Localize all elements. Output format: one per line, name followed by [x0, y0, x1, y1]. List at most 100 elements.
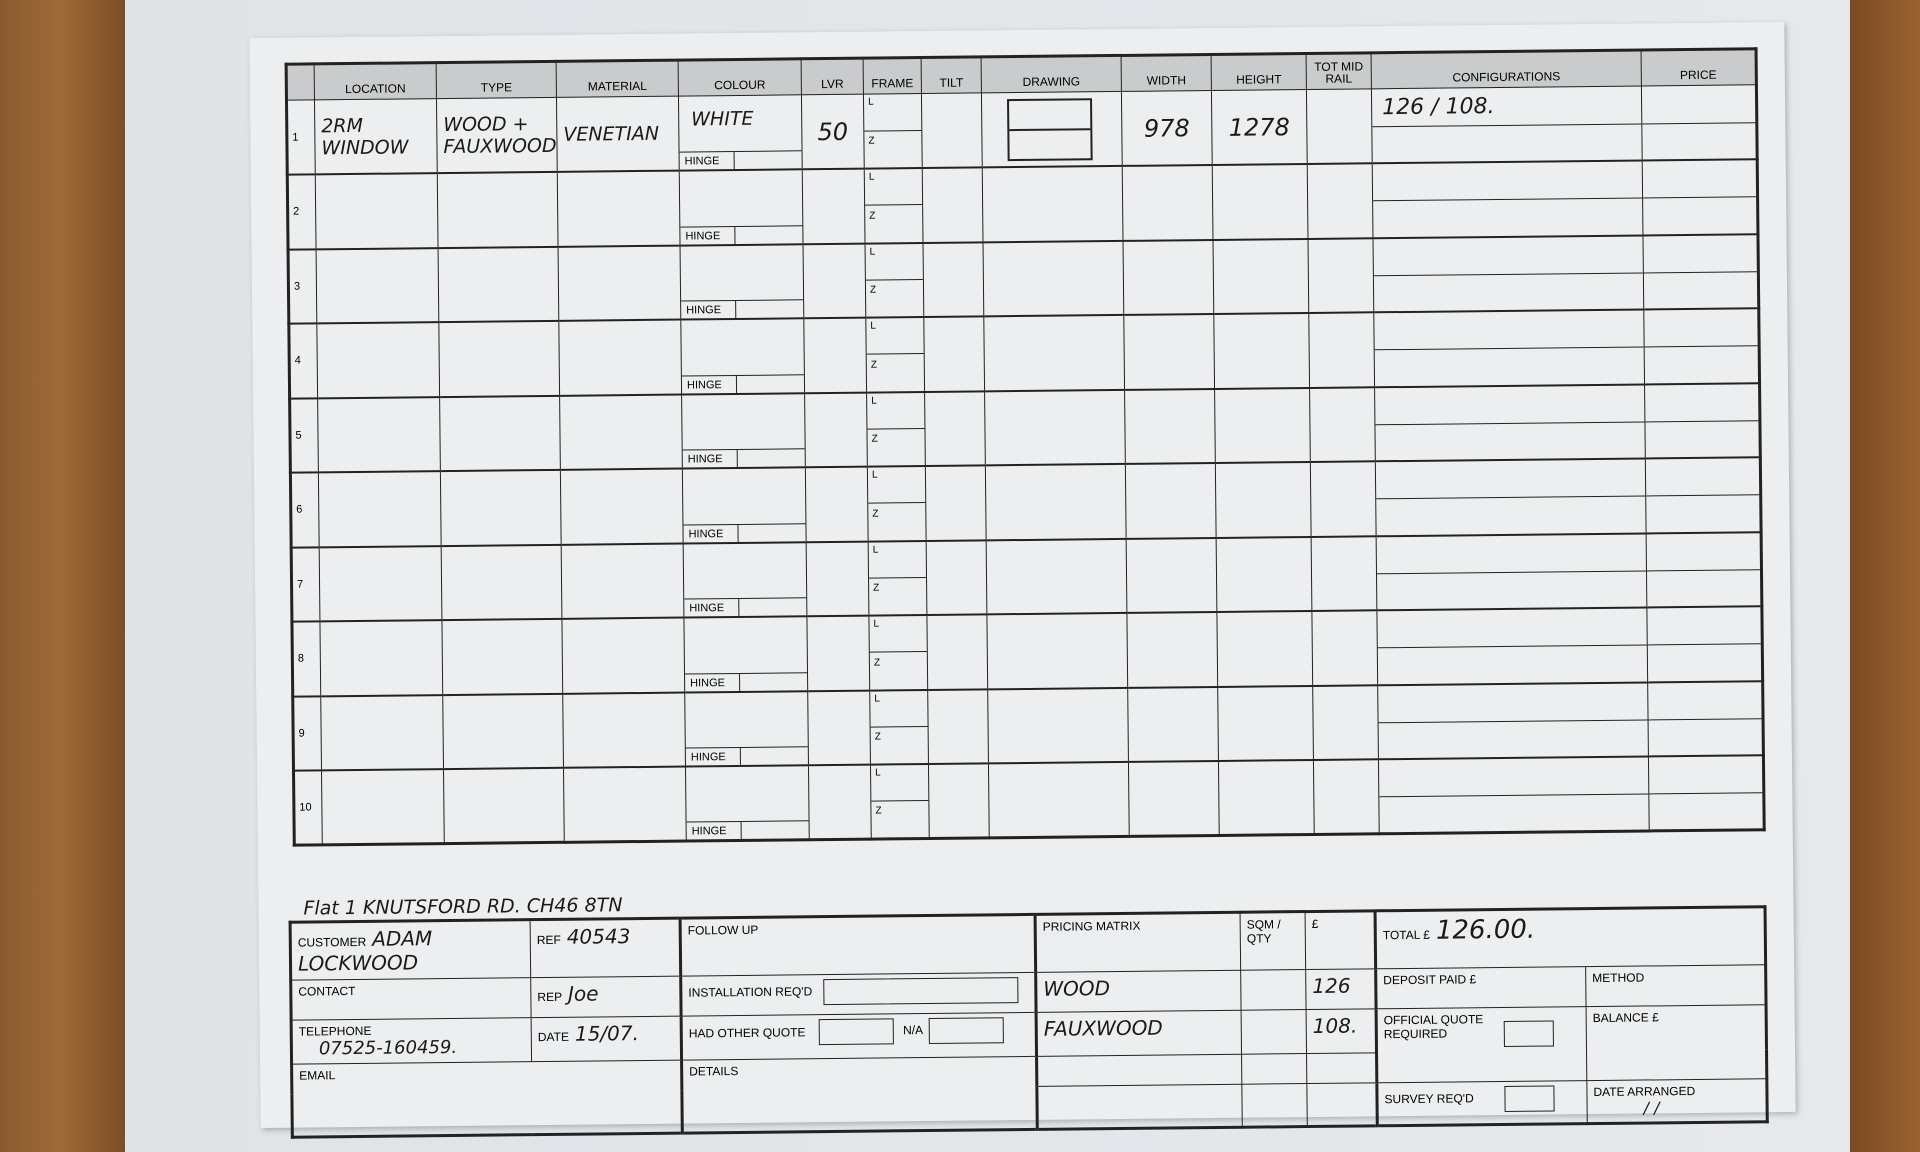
tilt-cell[interactable]: [926, 539, 987, 616]
configurations-cell[interactable]: [1376, 607, 1648, 685]
drawing-cell[interactable]: [986, 538, 1127, 615]
location-cell[interactable]: [317, 396, 441, 473]
tilt-cell[interactable]: [923, 316, 985, 392]
drawing-cell[interactable]: [981, 91, 1123, 168]
location-cell[interactable]: [316, 322, 440, 398]
colour-cell[interactable]: HINGE: [683, 541, 807, 618]
type-cell[interactable]: [440, 469, 562, 546]
installation-input[interactable]: [823, 977, 1019, 1006]
tilt-cell[interactable]: [922, 167, 984, 243]
type-cell[interactable]: [439, 395, 561, 472]
height-cell[interactable]: [1217, 685, 1314, 761]
lvr-cell[interactable]: [803, 243, 866, 319]
hinge-input[interactable]: [741, 820, 809, 839]
colour-cell[interactable]: HINGE: [683, 616, 808, 693]
material-cell[interactable]: [562, 692, 686, 768]
colour-cell[interactable]: WHITE HINGE: [678, 94, 803, 171]
hinge-input[interactable]: [734, 150, 802, 169]
tilt-cell[interactable]: [928, 763, 990, 839]
lvr-cell[interactable]: [808, 764, 872, 840]
hinge-input[interactable]: [740, 746, 808, 765]
lvr-cell[interactable]: [806, 541, 869, 617]
drawing-cell[interactable]: [988, 761, 1130, 838]
width-cell[interactable]: [1128, 760, 1220, 837]
lvr-cell[interactable]: [806, 615, 870, 691]
tot-mid-rail-cell[interactable]: [1306, 88, 1373, 164]
type-cell[interactable]: [443, 767, 565, 844]
price-cell[interactable]: [1647, 680, 1764, 757]
drawing-cell[interactable]: [983, 240, 1124, 317]
tot-mid-rail-cell[interactable]: [1312, 684, 1379, 760]
material-cell[interactable]: [558, 319, 682, 396]
width-cell[interactable]: [1127, 686, 1219, 762]
price-cell[interactable]: [1641, 84, 1758, 161]
hinge-input[interactable]: [737, 448, 805, 467]
width-cell[interactable]: 978: [1121, 90, 1213, 166]
price-cell[interactable]: [1642, 159, 1758, 235]
type-cell[interactable]: [437, 171, 559, 248]
material-cell[interactable]: [561, 543, 684, 619]
tot-mid-rail-cell[interactable]: [1310, 461, 1377, 537]
tot-mid-rail-cell[interactable]: [1311, 610, 1378, 686]
type-cell[interactable]: [441, 618, 563, 695]
colour-cell[interactable]: HINGE: [682, 467, 807, 544]
material-cell[interactable]: [557, 170, 681, 247]
material-cell[interactable]: [563, 766, 687, 843]
hinge-input[interactable]: [738, 522, 806, 542]
drawing-cell[interactable]: [984, 389, 1126, 466]
height-cell[interactable]: [1214, 387, 1311, 463]
width-cell[interactable]: [1123, 239, 1214, 315]
pricing-empty[interactable]: [1241, 1083, 1308, 1128]
material-cell[interactable]: [558, 245, 681, 321]
tot-mid-rail-cell[interactable]: [1311, 535, 1377, 611]
tot-mid-rail-cell[interactable]: [1313, 759, 1380, 835]
tot-mid-rail-cell[interactable]: [1307, 237, 1374, 313]
configurations-cell[interactable]: 126 / 108.: [1371, 85, 1643, 164]
type-cell[interactable]: [438, 320, 560, 397]
pricing-empty[interactable]: [1036, 1084, 1243, 1130]
hinge-input[interactable]: [736, 299, 804, 318]
price-cell[interactable]: [1644, 382, 1761, 459]
location-cell[interactable]: [315, 173, 439, 249]
configurations-cell[interactable]: [1375, 458, 1647, 536]
lvr-cell[interactable]: [802, 168, 866, 244]
height-cell[interactable]: [1218, 759, 1315, 836]
drawing-cell[interactable]: [986, 612, 1128, 689]
tilt-cell[interactable]: [924, 390, 986, 467]
price-cell[interactable]: [1648, 755, 1765, 831]
location-cell[interactable]: 2RM WINDOW: [314, 98, 438, 175]
tilt-cell[interactable]: [927, 688, 989, 764]
other-quote-checkbox[interactable]: [818, 1018, 894, 1046]
official-quote-checkbox[interactable]: [1503, 1020, 1554, 1047]
hinge-input[interactable]: [735, 224, 803, 244]
pricing-empty[interactable]: [1306, 1082, 1378, 1127]
lvr-cell[interactable]: 50: [801, 94, 865, 170]
hinge-input[interactable]: [739, 597, 807, 616]
colour-cell[interactable]: HINGE: [684, 690, 809, 767]
tilt-cell[interactable]: [923, 241, 984, 318]
price-cell[interactable]: [1646, 606, 1763, 682]
height-cell[interactable]: [1216, 536, 1312, 612]
configurations-cell[interactable]: [1372, 234, 1644, 313]
type-cell[interactable]: WOOD + FAUXWOOD: [436, 97, 558, 174]
location-cell[interactable]: [316, 247, 439, 324]
height-cell[interactable]: 1278: [1211, 89, 1308, 165]
configurations-cell[interactable]: [1377, 681, 1649, 760]
configurations-cell[interactable]: [1372, 160, 1643, 238]
tilt-cell[interactable]: [926, 614, 988, 690]
configurations-cell[interactable]: [1373, 309, 1645, 387]
tot-mid-rail-cell[interactable]: [1308, 312, 1375, 388]
tot-mid-rail-cell[interactable]: [1307, 163, 1373, 239]
lvr-cell[interactable]: [803, 317, 867, 393]
height-cell[interactable]: [1216, 610, 1313, 687]
lvr-cell[interactable]: [805, 466, 869, 542]
height-cell[interactable]: [1212, 163, 1308, 240]
material-cell[interactable]: [560, 468, 684, 545]
width-cell[interactable]: [1122, 164, 1213, 241]
pricing-empty[interactable]: [1036, 1054, 1242, 1087]
survey-checkbox[interactable]: [1504, 1085, 1555, 1112]
width-cell[interactable]: [1125, 462, 1217, 539]
hinge-input[interactable]: [739, 671, 808, 691]
tilt-cell[interactable]: [925, 465, 987, 541]
